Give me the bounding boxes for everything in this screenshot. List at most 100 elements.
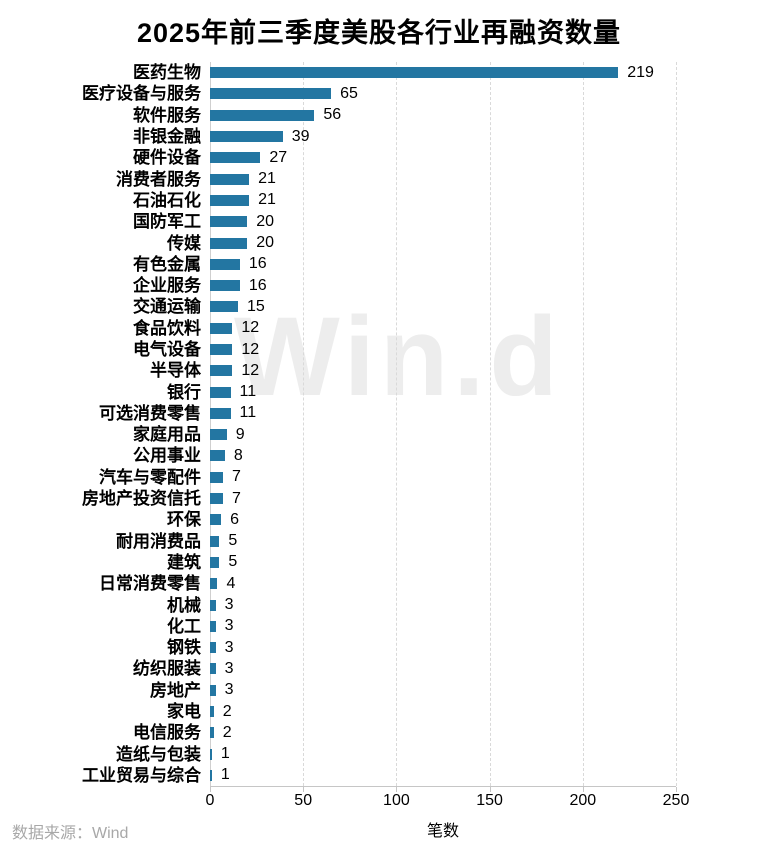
category-label: 工业贸易与综合 [82, 765, 201, 785]
bar-row: 化工 3 [0, 616, 758, 637]
bar-track: 7 [210, 467, 676, 488]
category-label: 耐用消费品 [116, 531, 201, 551]
value-label: 15 [246, 297, 265, 315]
bar [210, 748, 212, 760]
bar [210, 237, 248, 249]
category-label: 环保 [167, 510, 201, 530]
bar [210, 642, 216, 654]
tick-mark-150 [489, 787, 491, 792]
value-label: 4 [226, 574, 236, 592]
value-label: 5 [228, 532, 238, 550]
bar-track: 12 [210, 318, 676, 339]
bar [210, 407, 231, 419]
bar [210, 216, 248, 228]
bar-track: 56 [210, 105, 676, 126]
value-label: 12 [241, 340, 260, 358]
value-label: 20 [256, 234, 275, 252]
x-tick-label: 200 [569, 792, 597, 809]
gridline-250 [676, 62, 677, 786]
bar [210, 280, 240, 292]
bar [210, 450, 225, 462]
bar-track: 15 [210, 296, 676, 317]
bar-rows: 医药生物 219 医疗设备与服务 65 软件服务 56 非银金融 39 硬件设备 27 消费者服务 2… [0, 62, 758, 786]
category-label: 建筑 [167, 552, 201, 572]
category-label: 硬件设备 [133, 148, 201, 168]
category-label: 钢铁 [167, 638, 201, 658]
bar [210, 620, 216, 632]
bar-row: 银行 11 [0, 381, 758, 402]
bar-track: 21 [210, 190, 676, 211]
bar-row: 石油石化 21 [0, 190, 758, 211]
bar [210, 152, 261, 164]
value-label: 11 [239, 404, 257, 422]
category-label: 房地产 [150, 680, 201, 700]
category-label: 食品饮料 [133, 318, 201, 338]
value-label: 56 [323, 106, 342, 124]
value-label: 6 [230, 510, 240, 528]
category-label: 交通运输 [133, 297, 201, 317]
bar-row: 工业贸易与综合 1 [0, 765, 758, 786]
bar-track: 16 [210, 254, 676, 275]
bar-track: 7 [210, 488, 676, 509]
gridline-100 [396, 62, 398, 786]
bar [210, 663, 216, 675]
bar [210, 173, 250, 185]
bar-track: 3 [210, 658, 676, 679]
value-label: 7 [232, 468, 241, 486]
category-label: 房地产投资信托 [82, 489, 201, 509]
value-label: 7 [232, 489, 241, 507]
value-label: 16 [248, 276, 267, 294]
category-label: 公用事业 [133, 446, 201, 466]
bar-row: 房地产投资信托 7 [0, 488, 758, 509]
bar [210, 493, 224, 505]
bar-track: 11 [210, 381, 676, 402]
bar-row: 消费者服务 21 [0, 168, 758, 189]
bar [210, 322, 233, 334]
category-label: 电信服务 [133, 723, 201, 743]
bar [210, 769, 212, 781]
bar-row: 家电 2 [0, 701, 758, 722]
wind-watermark: Win.d [234, 294, 563, 419]
x-tick-label: 250 [662, 792, 690, 809]
bar-track: 65 [210, 83, 676, 104]
bar-track: 219 [210, 62, 676, 83]
category-label: 电气设备 [133, 340, 201, 359]
bar-track: 8 [210, 445, 676, 466]
value-label: 2 [222, 723, 232, 741]
bar [210, 88, 332, 100]
value-label: 65 [340, 84, 358, 102]
value-label: 3 [224, 638, 234, 656]
x-axis-label: 笔数 [426, 823, 459, 840]
bar-row: 食品饮料 12 [0, 318, 758, 339]
bar [210, 109, 315, 121]
value-label: 11 [239, 383, 257, 401]
category-label: 家庭用品 [133, 425, 201, 445]
bar-track: 3 [210, 594, 676, 615]
category-label: 纺织服装 [133, 659, 201, 679]
bar-row: 半导体 12 [0, 360, 758, 381]
category-label: 银行 [167, 382, 201, 402]
value-label: 21 [258, 170, 276, 188]
bar [210, 301, 238, 313]
bar-row: 国防军工 20 [0, 211, 758, 232]
bar-track: 4 [210, 573, 676, 594]
bar-track: 5 [210, 552, 676, 573]
bar-track: 9 [210, 424, 676, 445]
bar-track: 1 [210, 744, 676, 765]
tick-mark-200 [582, 787, 584, 792]
bar-row: 非银金融 39 [0, 126, 758, 147]
bar-row: 传媒 20 [0, 232, 758, 253]
bar-track: 20 [210, 211, 676, 232]
data-source: 数据来源：Wind [12, 825, 129, 842]
bar-track: 21 [210, 168, 676, 189]
bar [210, 514, 222, 526]
category-label: 可选消费零售 [99, 403, 201, 423]
bar-track: 16 [210, 275, 676, 296]
category-label: 传媒 [167, 233, 201, 253]
value-label: 2 [222, 702, 232, 720]
bar-row: 机械 3 [0, 594, 758, 615]
bar-row: 公用事业 8 [0, 445, 758, 466]
bar [210, 344, 233, 355]
category-label: 日常消费零售 [99, 574, 201, 594]
